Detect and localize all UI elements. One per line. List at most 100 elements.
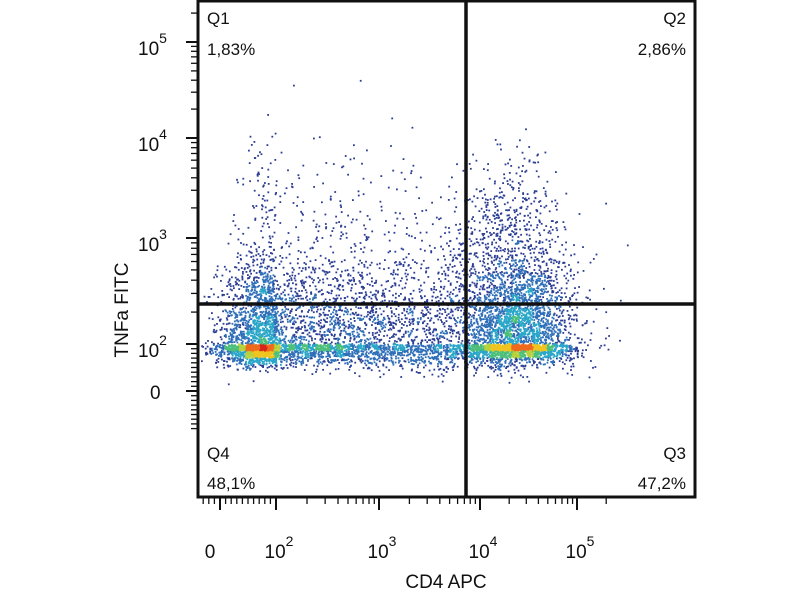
event-point [300, 280, 302, 282]
event-point [358, 333, 360, 336]
event-point [339, 343, 342, 346]
event-point [245, 348, 248, 351]
event-point [329, 306, 332, 309]
event-point [568, 346, 571, 349]
event-point [306, 349, 308, 352]
event-point [507, 365, 509, 368]
event-point [245, 346, 248, 349]
event-point [301, 355, 304, 358]
event-point [539, 289, 542, 291]
event-point [525, 317, 528, 320]
event-point [287, 339, 290, 342]
event-point [272, 344, 275, 347]
event-point [217, 357, 220, 360]
event-point [245, 353, 247, 356]
event-point [296, 357, 299, 360]
event-point [390, 328, 393, 331]
event-point [366, 344, 369, 347]
event-point [256, 319, 259, 322]
event-point [217, 342, 219, 345]
event-point [439, 347, 441, 349]
event-point [525, 322, 527, 325]
event-point [274, 325, 277, 328]
event-point [264, 281, 267, 283]
event-point [226, 330, 229, 332]
event-point [290, 345, 293, 348]
event-point [359, 281, 362, 284]
event-point [328, 349, 331, 352]
event-point [316, 348, 319, 350]
event-point [351, 351, 354, 353]
event-point [340, 349, 343, 351]
event-point [272, 324, 275, 326]
event-point [239, 349, 241, 352]
event-point [323, 307, 325, 309]
event-point [389, 337, 391, 339]
event-point [332, 311, 334, 314]
event-point [224, 333, 227, 336]
event-point [247, 310, 249, 313]
event-point [494, 338, 497, 340]
event-point [237, 320, 240, 323]
event-point [494, 277, 497, 280]
event-point [235, 338, 238, 340]
event-point [248, 331, 251, 334]
event-point [280, 350, 283, 353]
event-point [326, 350, 329, 353]
event-point [340, 354, 342, 356]
event-point [250, 332, 253, 335]
event-point [541, 280, 544, 282]
event-point [236, 350, 239, 353]
event-point [210, 347, 213, 350]
event-point [223, 265, 226, 268]
event-point [411, 340, 414, 342]
event-point [291, 308, 293, 311]
event-point [268, 295, 271, 298]
event-point [263, 286, 266, 289]
event-point [276, 356, 278, 358]
event-point [231, 338, 234, 341]
event-point [344, 307, 347, 309]
event-point [376, 331, 379, 334]
event-point [492, 263, 495, 266]
event-point [318, 351, 320, 354]
event-point [326, 349, 329, 351]
event-point [291, 341, 294, 344]
event-point [278, 341, 280, 344]
event-point [318, 225, 321, 228]
event-point [576, 306, 579, 309]
event-point [351, 312, 354, 314]
event-point [214, 351, 217, 353]
event-point [346, 313, 349, 316]
event-point [271, 337, 274, 340]
event-point [238, 347, 241, 350]
event-point [291, 318, 294, 320]
event-point [226, 360, 228, 363]
event-point [400, 365, 403, 368]
event-point [369, 283, 371, 286]
event-point [258, 284, 260, 287]
event-point [374, 358, 377, 360]
event-point [374, 317, 376, 320]
event-point [539, 266, 542, 269]
event-point [257, 305, 260, 308]
event-point [265, 351, 268, 354]
event-point [259, 273, 262, 276]
event-point [314, 355, 317, 358]
event-point [236, 324, 239, 326]
event-point [329, 316, 331, 318]
event-point [383, 268, 385, 270]
event-point [320, 345, 322, 348]
event-point [248, 344, 250, 347]
event-point [336, 352, 338, 354]
event-point [288, 245, 291, 248]
event-point [529, 311, 532, 314]
event-point [281, 298, 283, 301]
event-point [425, 350, 428, 353]
event-point [228, 338, 231, 340]
event-point [297, 347, 300, 350]
event-point [217, 361, 220, 363]
event-point [347, 310, 349, 313]
event-point [209, 351, 212, 354]
event-point [208, 296, 211, 298]
